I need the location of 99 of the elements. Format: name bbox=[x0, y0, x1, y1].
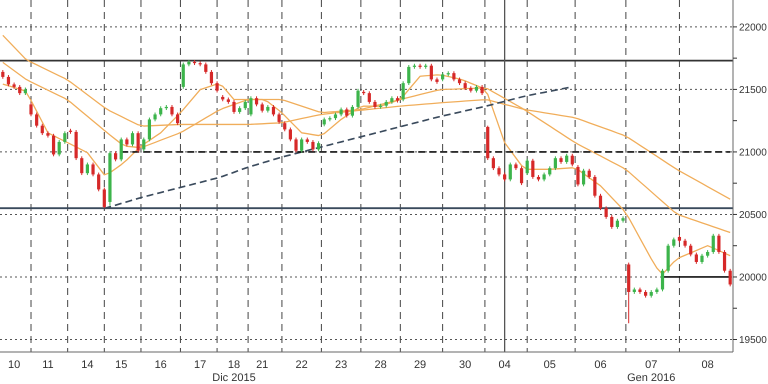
y-tick-label: 19500 bbox=[739, 335, 768, 346]
candlestick bbox=[492, 156, 495, 171]
candlestick bbox=[91, 162, 95, 177]
candlestick bbox=[114, 150, 118, 162]
candlestick bbox=[120, 137, 123, 162]
candlestick bbox=[570, 153, 574, 167]
candlestick bbox=[660, 268, 664, 292]
candlestick bbox=[316, 140, 320, 152]
candlestick bbox=[582, 168, 586, 187]
candlestick bbox=[588, 168, 591, 180]
y-tick-label: 20500 bbox=[739, 210, 768, 221]
candlestick bbox=[170, 104, 174, 117]
x-tick-label: 23 bbox=[335, 359, 348, 371]
candlestick bbox=[508, 162, 512, 182]
candlestick bbox=[565, 153, 568, 164]
candlestick bbox=[497, 166, 501, 177]
candlestick bbox=[159, 106, 162, 117]
candlestick bbox=[480, 84, 484, 96]
candlestick bbox=[407, 64, 410, 86]
candlestick bbox=[182, 62, 185, 90]
candlestick bbox=[136, 130, 140, 154]
candlestick bbox=[35, 112, 38, 128]
candlestick bbox=[40, 123, 44, 136]
candlestick bbox=[712, 233, 715, 254]
candlestick bbox=[728, 268, 732, 287]
candlestick bbox=[452, 70, 456, 82]
candlestick bbox=[526, 158, 529, 176]
x-tick-label: 18 Dic 2015 bbox=[212, 359, 256, 384]
x-tick-label: 04 bbox=[498, 359, 511, 371]
candlestick bbox=[63, 130, 66, 144]
candlestick bbox=[350, 104, 354, 118]
y-tick-label: 22000 bbox=[739, 22, 768, 34]
y-tick-label: 21500 bbox=[739, 84, 768, 96]
candlestick bbox=[288, 127, 292, 142]
candlestick bbox=[176, 112, 180, 126]
x-tick-label: 28 bbox=[374, 359, 387, 371]
candlestick bbox=[689, 243, 692, 257]
y-tick-label: 21000 bbox=[739, 147, 768, 158]
candlestick bbox=[249, 96, 253, 117]
candlestick bbox=[254, 96, 258, 107]
candlestick bbox=[717, 233, 721, 254]
x-tick-label: 14 bbox=[81, 359, 94, 371]
candlestick bbox=[345, 107, 348, 118]
candlestick bbox=[232, 100, 236, 114]
candlestick bbox=[294, 137, 298, 154]
x-tick-label: 06 bbox=[594, 359, 607, 371]
candlestick bbox=[86, 162, 89, 176]
candlestick bbox=[610, 214, 614, 230]
candlestick bbox=[672, 237, 676, 248]
x-tick-label: 10 bbox=[8, 359, 20, 371]
candlestick bbox=[694, 252, 698, 264]
x-tick-label: 16 bbox=[154, 359, 167, 371]
candlestick bbox=[554, 156, 557, 171]
x-tick-label: 22 bbox=[296, 359, 308, 371]
candlestick bbox=[430, 63, 433, 82]
x-tick-label: 30 bbox=[459, 359, 472, 371]
x-tick-label: 17 bbox=[194, 359, 206, 371]
x-tick-label: 11 bbox=[42, 359, 54, 371]
candlestick bbox=[593, 174, 596, 198]
candlestick bbox=[52, 133, 56, 157]
x-tick-label: 15 bbox=[115, 359, 128, 371]
candlestick bbox=[356, 88, 360, 110]
candlestick bbox=[244, 100, 247, 111]
candlestick bbox=[58, 140, 61, 157]
candlestick bbox=[148, 117, 152, 142]
candlestick bbox=[29, 102, 33, 117]
candlestick bbox=[402, 80, 405, 102]
candlestick bbox=[278, 112, 281, 124]
candlestick bbox=[18, 84, 22, 96]
candlestick bbox=[604, 206, 608, 220]
candlestick bbox=[6, 74, 10, 87]
candlestick bbox=[368, 90, 371, 104]
x-tick-label: 21 bbox=[256, 359, 268, 371]
candlestick bbox=[722, 250, 726, 274]
candlestick bbox=[97, 172, 100, 192]
candlestick bbox=[616, 218, 620, 230]
candlestick bbox=[700, 253, 704, 264]
candlestick bbox=[142, 137, 146, 152]
candlestick bbox=[204, 62, 208, 74]
candlestick bbox=[272, 104, 276, 117]
candlestick bbox=[215, 80, 219, 94]
x-tick-label: 29 bbox=[414, 359, 426, 371]
candlestick bbox=[102, 187, 106, 209]
candlestick bbox=[80, 156, 84, 176]
candlestick bbox=[311, 140, 315, 152]
candlestick bbox=[598, 193, 602, 211]
candlestick bbox=[260, 102, 264, 114]
candlestick bbox=[130, 130, 134, 147]
y-tick-label: 20000 bbox=[739, 272, 768, 284]
candlestick bbox=[300, 137, 304, 154]
candlestick bbox=[548, 166, 552, 177]
candlestick bbox=[520, 166, 524, 186]
candlestick bbox=[210, 70, 214, 86]
x-tick-label: 08 bbox=[702, 359, 714, 371]
candlestick bbox=[576, 164, 580, 187]
x-tick-label: 05 bbox=[544, 359, 556, 371]
candlestick bbox=[531, 158, 534, 180]
x-tick-label: 07 Gen 2016 bbox=[627, 359, 676, 384]
candlestick bbox=[283, 120, 286, 132]
